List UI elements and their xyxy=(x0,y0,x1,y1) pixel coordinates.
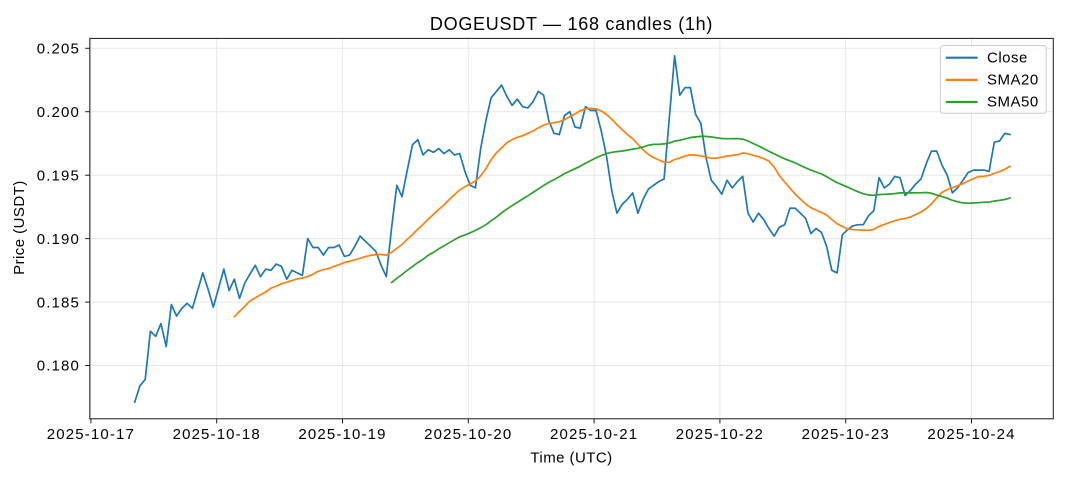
svg-text:0.205: 0.205 xyxy=(37,41,80,58)
svg-text:SMA50: SMA50 xyxy=(987,94,1039,111)
svg-text:Time (UTC): Time (UTC) xyxy=(530,450,612,467)
svg-text:0.180: 0.180 xyxy=(37,358,80,375)
svg-text:2025-10-23: 2025-10-23 xyxy=(802,426,890,443)
svg-text:DOGEUSDT — 168 candles (1h): DOGEUSDT — 168 candles (1h) xyxy=(430,14,713,34)
svg-text:2025-10-24: 2025-10-24 xyxy=(927,426,1015,443)
svg-text:0.195: 0.195 xyxy=(37,167,80,184)
svg-text:Price (USDT): Price (USDT) xyxy=(11,180,28,275)
svg-text:0.185: 0.185 xyxy=(37,294,80,311)
svg-text:2025-10-19: 2025-10-19 xyxy=(298,426,386,443)
svg-text:2025-10-20: 2025-10-20 xyxy=(424,426,512,443)
svg-text:2025-10-22: 2025-10-22 xyxy=(676,426,764,443)
svg-text:2025-10-17: 2025-10-17 xyxy=(47,426,135,443)
svg-text:Close: Close xyxy=(987,49,1028,66)
svg-text:0.190: 0.190 xyxy=(37,231,80,248)
svg-text:2025-10-21: 2025-10-21 xyxy=(550,426,638,443)
svg-text:SMA20: SMA20 xyxy=(987,72,1039,89)
svg-text:2025-10-18: 2025-10-18 xyxy=(173,426,261,443)
svg-text:0.200: 0.200 xyxy=(37,104,80,121)
